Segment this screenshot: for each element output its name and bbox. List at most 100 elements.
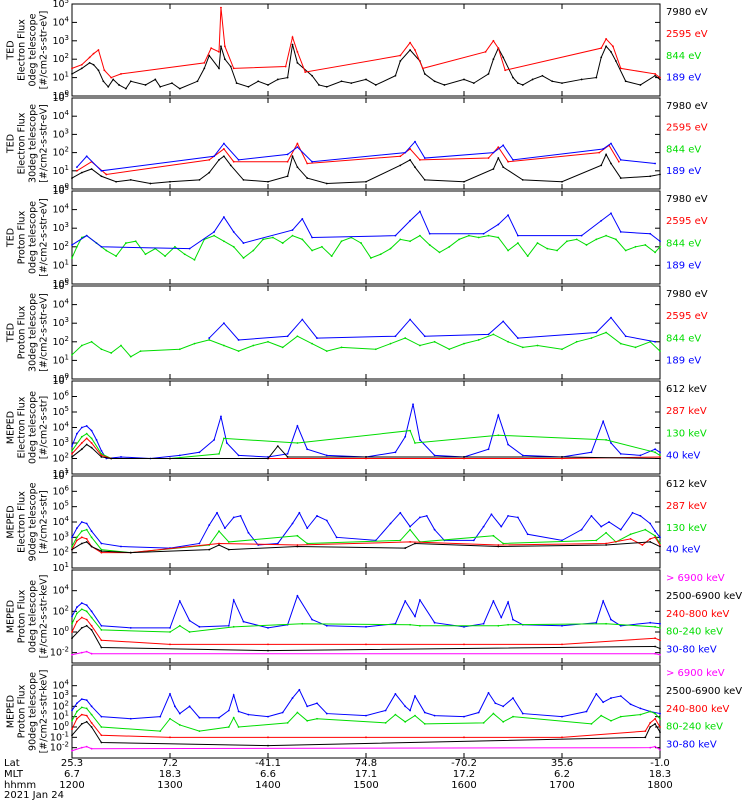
y-axis-label-line: 90deg telescope: [28, 672, 39, 751]
data-point: [164, 255, 167, 257]
data-point: [443, 84, 446, 86]
data-point: [629, 703, 632, 706]
data-point: [115, 255, 117, 257]
data-point: [414, 542, 416, 545]
data-point: [318, 84, 320, 86]
data-point: [80, 706, 83, 709]
data-point: [100, 175, 103, 178]
data-point: [659, 451, 661, 454]
data-point: [412, 403, 414, 406]
data-point: [71, 548, 73, 551]
y-tick-label: 103: [52, 530, 69, 543]
data-point: [374, 348, 377, 351]
data-point: [610, 162, 612, 165]
data-point: [419, 516, 421, 519]
data-point: [203, 67, 206, 70]
y-tick-exponent: 4: [65, 679, 70, 687]
data-point: [517, 82, 519, 85]
data-point: [602, 420, 605, 423]
data-point: [624, 249, 627, 252]
data-point: [71, 244, 73, 246]
x-tick-label: 74.8: [355, 758, 377, 769]
data-point: [90, 442, 93, 444]
data-point: [365, 714, 367, 717]
data-point: [298, 688, 301, 691]
data-point: [428, 232, 431, 235]
data-point: [80, 651, 83, 654]
data-point: [629, 537, 632, 540]
data-point: [85, 425, 88, 427]
data-point: [590, 723, 593, 725]
data-point: [448, 245, 451, 248]
data-point: [536, 344, 539, 347]
data-point: [237, 726, 240, 728]
data-point: [218, 544, 220, 546]
data-point: [232, 694, 235, 696]
legend-entry: 2500-6900 keV: [666, 686, 742, 697]
data-point: [595, 331, 598, 334]
data-point: [291, 234, 294, 237]
data-point: [561, 736, 563, 739]
data-point: [90, 629, 93, 631]
data-point: [497, 236, 500, 239]
data-point: [394, 713, 397, 716]
legend-entry: 2500-6900 keV: [666, 591, 742, 602]
data-point: [561, 457, 563, 460]
data-point: [80, 536, 83, 539]
data-point: [639, 84, 642, 86]
panel-frame: [71, 3, 661, 97]
data-point: [85, 610, 88, 613]
data-point: [169, 626, 171, 629]
y-axis-label-line: 0deg telescope: [28, 201, 39, 274]
data-point: [365, 78, 367, 81]
data-point: [502, 705, 505, 708]
y-axis-label-line: Proton Flux: [17, 305, 28, 359]
data-point: [129, 626, 132, 629]
data-point: [85, 234, 88, 237]
y-axis-label: TEDProton Flux0deg telescope[#/cm2-s-str…: [6, 198, 50, 277]
data-point: [178, 712, 181, 715]
data-point: [526, 255, 529, 257]
data-point: [340, 346, 343, 349]
data-point: [76, 539, 78, 542]
data-point: [71, 177, 73, 179]
data-point: [92, 63, 95, 66]
data-point: [477, 711, 480, 714]
data-point: [169, 717, 171, 720]
data-point: [566, 240, 568, 243]
data-point: [649, 522, 652, 525]
data-point: [220, 6, 222, 9]
data-point: [85, 714, 88, 717]
data-point: [223, 142, 225, 145]
series--6900-kev: [71, 746, 661, 752]
y-axis-label-line: TED: [6, 228, 17, 248]
data-point: [619, 624, 622, 627]
data-point: [512, 76, 514, 79]
data-point: [85, 155, 88, 158]
y-tick-label: 103: [52, 127, 69, 140]
data-point: [301, 238, 304, 241]
data-point: [296, 425, 299, 427]
data-point: [223, 216, 225, 218]
data-point: [100, 646, 103, 649]
data-point: [296, 711, 299, 714]
y-axis-label-line: 30deg telescope: [28, 293, 39, 372]
data-point: [659, 240, 661, 243]
y-tick-exponent: 1: [65, 71, 69, 79]
data-point: [659, 545, 661, 548]
x-tick-label: 6.6: [260, 769, 276, 780]
data-point: [419, 234, 421, 237]
data-point: [600, 525, 603, 528]
data-point: [399, 60, 402, 62]
y-tick-label: 104: [52, 421, 69, 434]
data-point: [100, 639, 103, 642]
data-point: [494, 702, 497, 705]
data-point: [306, 719, 309, 722]
data-point: [409, 318, 411, 321]
data-point: [183, 253, 186, 256]
data-point: [602, 148, 605, 150]
data-point: [325, 454, 328, 457]
data-point: [521, 179, 524, 181]
